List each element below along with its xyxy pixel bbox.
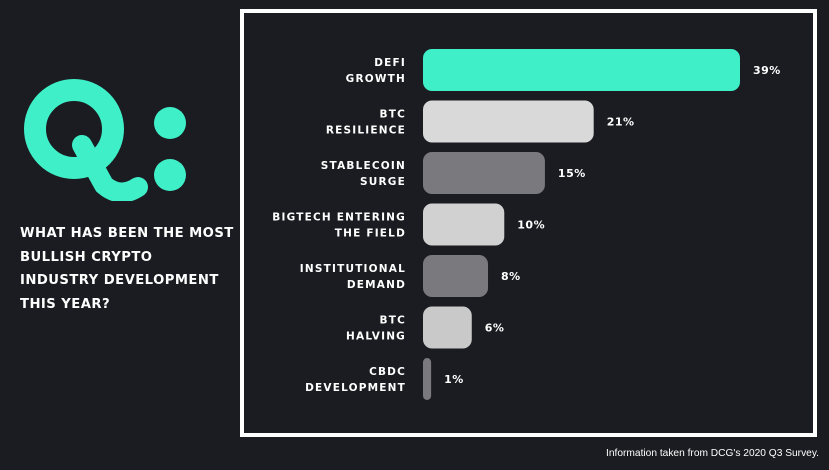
bar-group: DEFI GROWTH 39% (346, 49, 781, 91)
category-label: THE FIELD (335, 228, 406, 240)
category-label: CBDC (369, 366, 406, 378)
category-label: SURGE (360, 176, 406, 188)
category-label: HALVING (346, 331, 406, 343)
category-label: RESILIENCE (326, 125, 406, 137)
q-letter-icon (24, 79, 148, 201)
category-label: GROWTH (346, 73, 406, 85)
bar (423, 49, 740, 91)
bar-chart: DEFIGROWTH39%BTCRESILIENCE21%STABLECOINS… (272, 49, 781, 400)
survey-question: WHAT HAS BEEN THE MOST BULLISH CRYPTO IN… (20, 226, 234, 312)
bar (423, 152, 545, 194)
category-label: BIGTECH ENTERING (272, 212, 406, 224)
category-label: DEMAND (347, 279, 406, 291)
category-label: BTC (380, 109, 406, 121)
bar-group: BTC HALVING 6% (346, 306, 505, 349)
value-label: 1% (444, 373, 464, 386)
bar-group: BIGTECH ENTERING THE FIELD 10% (272, 203, 545, 246)
colon-top-dot (154, 107, 186, 139)
category-label: BTC (380, 315, 406, 327)
bar-group: INSTITUTIONAL DEMAND 8% (300, 255, 521, 297)
value-label: 21% (607, 116, 635, 129)
value-label: 10% (517, 219, 545, 232)
category-label: INSTITUTIONAL (300, 263, 406, 275)
bar-group: BTC RESILIENCE 21% (326, 100, 635, 143)
category-label: DEVELOPMENT (305, 382, 406, 394)
value-label: 8% (501, 270, 521, 283)
bar (423, 358, 432, 400)
bar (423, 100, 594, 143)
q-logo (24, 79, 186, 201)
source-note: Information taken from DCG's 2020 Q3 Sur… (606, 448, 819, 459)
bar (423, 306, 472, 349)
value-label: 6% (485, 322, 505, 335)
bar (423, 203, 505, 246)
bar (423, 255, 489, 297)
category-label: DEFI (374, 57, 406, 69)
value-label: 39% (753, 64, 781, 77)
bar-group: CBDC DEVELOPMENT 1% (305, 358, 464, 400)
category-label: STABLECOIN (321, 160, 406, 172)
bar-group: STABLECOIN SURGE 15% (321, 152, 586, 194)
chart-frame: DEFI GROWTH 39% BTC RESILIENCE 21% STABLECOIN S… (240, 9, 817, 437)
value-label: 15% (558, 167, 586, 180)
colon-bottom-dot (154, 159, 186, 191)
